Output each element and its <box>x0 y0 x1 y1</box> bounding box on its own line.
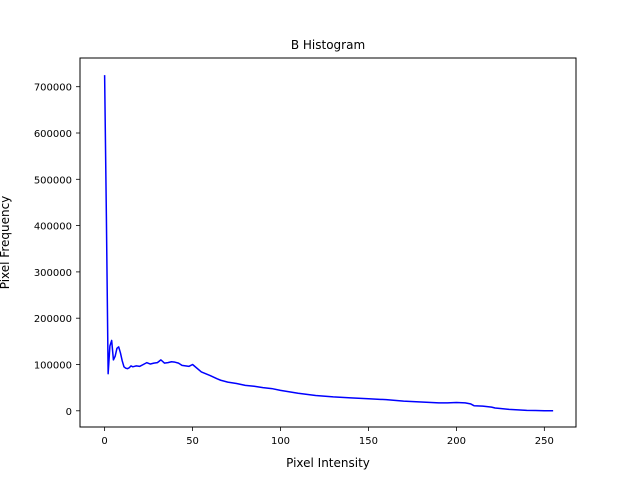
y-tick-label: 500000 <box>34 175 72 186</box>
y-tick-label: 200000 <box>34 314 72 325</box>
y-tick-label: 600000 <box>34 129 72 140</box>
x-tick-label: 0 <box>101 436 107 447</box>
y-axis-ticks: 0 100000 200000 300000 400000 500000 600000 700… <box>34 83 80 418</box>
chart-title: B Histogram <box>291 38 365 52</box>
plot-area <box>79 57 577 428</box>
x-tick-label: 200 <box>447 436 466 447</box>
y-tick-label: 0 <box>66 407 72 418</box>
y-tick-label: 300000 <box>34 268 72 279</box>
y-tick-label: 400000 <box>34 222 72 233</box>
x-tick-label: 100 <box>271 436 290 447</box>
x-axis-ticks: 0 50 100 150 200 250 <box>101 427 554 447</box>
y-tick-label: 700000 <box>34 83 72 94</box>
y-tick-label: 100000 <box>34 360 72 371</box>
x-axis-label: Pixel Intensity <box>286 456 370 470</box>
x-tick-label: 150 <box>359 436 378 447</box>
y-axis-label: Pixel Frequency <box>0 196 12 290</box>
series-line-b <box>103 75 554 412</box>
x-tick-label: 50 <box>186 436 199 447</box>
x-tick-label: 250 <box>535 436 554 447</box>
